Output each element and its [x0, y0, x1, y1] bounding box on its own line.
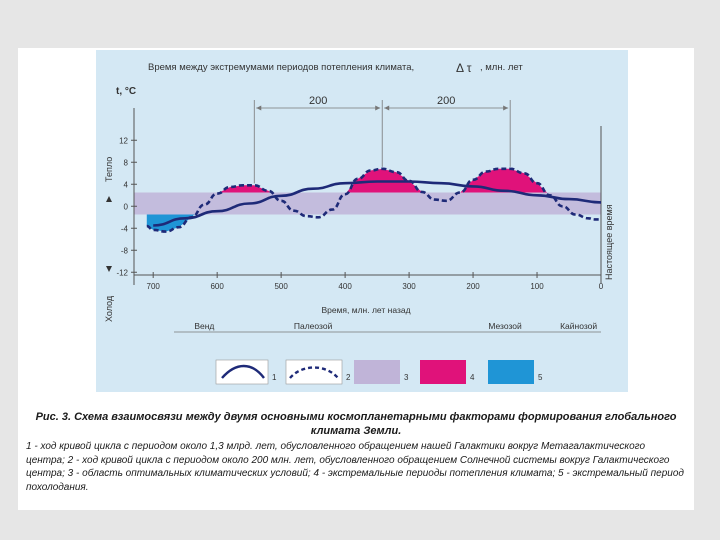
title-symbol: Δ τ: [456, 61, 472, 75]
legend-dashed-curve: [289, 366, 339, 379]
legend-swatch-1: [215, 359, 269, 385]
x-tick-label: 0: [599, 282, 604, 291]
warm-arrow-icon: [106, 196, 112, 202]
optimal-climate-band: [134, 192, 601, 215]
y-tick-label: -4: [121, 224, 129, 233]
cold-side-label: Холод: [104, 295, 114, 322]
legend-label-2: 2: [346, 373, 351, 382]
era-label: Кайнозой: [560, 321, 597, 331]
legend-solid-curve: [221, 364, 265, 379]
y-axis-label: t, °C: [116, 86, 136, 97]
y-tick-label: 4: [124, 180, 129, 189]
era-label: Палеозой: [294, 321, 333, 331]
x-tick-label: 100: [530, 282, 544, 291]
legend-label-1: 1: [272, 373, 277, 382]
interval-label: 200: [437, 95, 455, 107]
x-tick-label: 700: [147, 282, 161, 291]
legend-label-5: 5: [538, 373, 543, 382]
legend-swatch-5: [488, 360, 534, 384]
warm-side-label: Тепло: [104, 157, 114, 182]
legend-label-4: 4: [470, 373, 475, 382]
legend-swatch-2: [285, 359, 343, 385]
y-tick-label: 12: [119, 136, 128, 145]
cold-period: [146, 214, 218, 232]
series-1-line: [153, 180, 602, 227]
x-tick-label: 400: [338, 282, 352, 291]
era-label: Венд: [194, 321, 214, 331]
chart-figure: 12 8 4 0 -4 -8 -12 700 600 500 400 300 200 100 0 200 200…: [96, 50, 628, 392]
era-label: Мезозой: [488, 321, 522, 331]
caption-title: Рис. 3. Схема взаимосвязи между двумя ос…: [35, 411, 677, 437]
x-tick-label: 600: [210, 282, 224, 291]
legend-swatch-4: [420, 360, 466, 384]
y-tick-label: 8: [124, 158, 129, 167]
legend-swatch-3: [354, 360, 400, 384]
x-axis-label: Время, млн. лет назад: [321, 305, 410, 315]
series-2-line: [146, 167, 601, 233]
figure-caption: Рис. 3. Схема взаимосвязи между двумя ос…: [18, 410, 694, 494]
title-unit: , млн. лет: [480, 62, 523, 73]
interval-arrowhead: [256, 105, 262, 111]
legend-label-3: 3: [404, 373, 409, 382]
slide: 12 8 4 0 -4 -8 -12 700 600 500 400 300 200 100 0 200 200…: [18, 48, 694, 510]
cold-arrow-icon: [106, 266, 112, 272]
chart-title: Время между экстремумами периодов потепл…: [148, 62, 414, 73]
y-tick-label: -12: [116, 268, 128, 277]
y-tick-label: -8: [121, 246, 129, 255]
interval-arrowhead: [384, 105, 390, 111]
interval-label: 200: [309, 95, 327, 107]
present-time-label: Настоящее время: [604, 204, 614, 280]
caption-body: 1 - ход кривой цикла с периодом около 1,…: [26, 441, 684, 493]
x-tick-label: 200: [466, 282, 480, 291]
y-tick-label: 0: [124, 202, 129, 211]
x-tick-label: 300: [402, 282, 416, 291]
x-tick-label: 500: [274, 282, 288, 291]
interval-arrowhead: [375, 105, 381, 111]
interval-arrowhead: [503, 105, 509, 111]
